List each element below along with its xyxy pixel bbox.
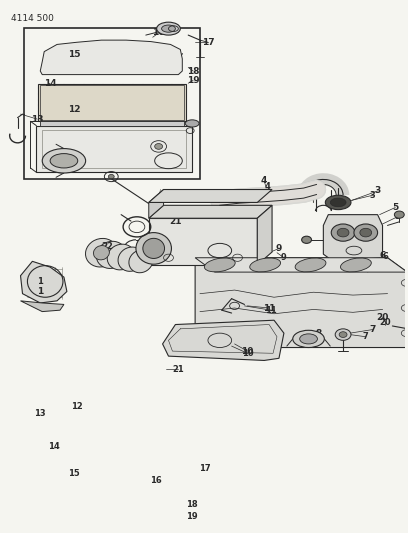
Bar: [36, 126, 192, 172]
Text: 3: 3: [370, 191, 375, 200]
Polygon shape: [195, 258, 407, 272]
Text: 6: 6: [383, 252, 388, 261]
Text: 21: 21: [169, 217, 182, 227]
Text: 13: 13: [34, 409, 46, 418]
Text: 2: 2: [106, 243, 112, 252]
Text: 4114 500: 4114 500: [11, 14, 53, 23]
Ellipse shape: [136, 232, 171, 264]
Text: 19: 19: [187, 76, 200, 85]
Text: 5: 5: [392, 203, 399, 212]
Ellipse shape: [42, 149, 86, 173]
Ellipse shape: [50, 154, 78, 168]
Text: 7: 7: [370, 325, 376, 334]
Text: 11: 11: [265, 305, 277, 314]
Text: 21: 21: [173, 365, 184, 374]
Text: 20: 20: [380, 318, 391, 327]
Text: 8: 8: [315, 329, 322, 337]
Ellipse shape: [185, 120, 199, 127]
Ellipse shape: [86, 238, 118, 267]
Ellipse shape: [162, 25, 175, 32]
Text: 2: 2: [101, 243, 107, 252]
Ellipse shape: [250, 258, 281, 272]
Bar: [42, 130, 186, 168]
Ellipse shape: [339, 332, 347, 337]
Ellipse shape: [300, 334, 317, 344]
Ellipse shape: [295, 258, 326, 272]
Ellipse shape: [337, 228, 349, 237]
Text: 8: 8: [314, 332, 319, 341]
Text: 12: 12: [68, 104, 80, 114]
Text: 16: 16: [150, 476, 162, 485]
Ellipse shape: [96, 241, 126, 269]
Ellipse shape: [108, 174, 114, 179]
Polygon shape: [195, 258, 407, 348]
Ellipse shape: [302, 236, 312, 244]
Ellipse shape: [354, 224, 377, 241]
Text: 13: 13: [31, 115, 44, 124]
Text: 6: 6: [379, 251, 386, 260]
Polygon shape: [149, 190, 272, 203]
Ellipse shape: [143, 238, 164, 259]
Text: 1: 1: [37, 287, 43, 296]
Polygon shape: [324, 215, 383, 261]
Ellipse shape: [204, 258, 235, 272]
Ellipse shape: [395, 211, 404, 218]
Text: 9: 9: [276, 244, 282, 253]
Text: 16: 16: [152, 28, 165, 37]
Text: 19: 19: [186, 512, 198, 521]
Ellipse shape: [330, 198, 346, 207]
Polygon shape: [149, 205, 272, 218]
Text: 20: 20: [376, 313, 389, 322]
Text: 5: 5: [395, 212, 400, 221]
Polygon shape: [20, 301, 64, 312]
Bar: [38, 84, 186, 122]
Polygon shape: [20, 261, 67, 303]
Ellipse shape: [331, 224, 355, 241]
Ellipse shape: [157, 22, 180, 35]
Ellipse shape: [360, 228, 372, 237]
Ellipse shape: [129, 250, 153, 273]
Text: 14: 14: [48, 442, 60, 451]
Ellipse shape: [341, 258, 371, 272]
Polygon shape: [162, 320, 284, 360]
Text: 18: 18: [186, 499, 198, 508]
Ellipse shape: [118, 247, 144, 271]
Text: 4: 4: [261, 176, 267, 185]
Ellipse shape: [107, 244, 135, 270]
Text: 1: 1: [37, 277, 43, 286]
Bar: [40, 122, 184, 126]
Text: 7: 7: [363, 332, 369, 341]
Ellipse shape: [335, 329, 351, 341]
Bar: [149, 218, 257, 265]
Ellipse shape: [93, 246, 109, 260]
Text: 15: 15: [68, 469, 80, 478]
Text: 12: 12: [71, 402, 83, 411]
Polygon shape: [257, 205, 272, 265]
Text: 18: 18: [187, 67, 200, 76]
Text: 17: 17: [202, 38, 214, 47]
Text: 9: 9: [281, 253, 287, 262]
Text: 3: 3: [375, 187, 381, 196]
Polygon shape: [149, 190, 164, 218]
Text: 10: 10: [242, 349, 253, 358]
Text: 17: 17: [199, 464, 211, 473]
Ellipse shape: [293, 330, 324, 348]
Text: 10: 10: [241, 346, 254, 356]
Bar: [40, 85, 184, 120]
Bar: [24, 28, 200, 179]
Polygon shape: [40, 40, 182, 75]
Text: 4: 4: [264, 182, 270, 191]
Text: 14: 14: [44, 79, 56, 88]
Text: 11: 11: [263, 303, 275, 312]
Ellipse shape: [155, 143, 162, 149]
Text: 15: 15: [68, 50, 80, 59]
Ellipse shape: [325, 195, 351, 209]
